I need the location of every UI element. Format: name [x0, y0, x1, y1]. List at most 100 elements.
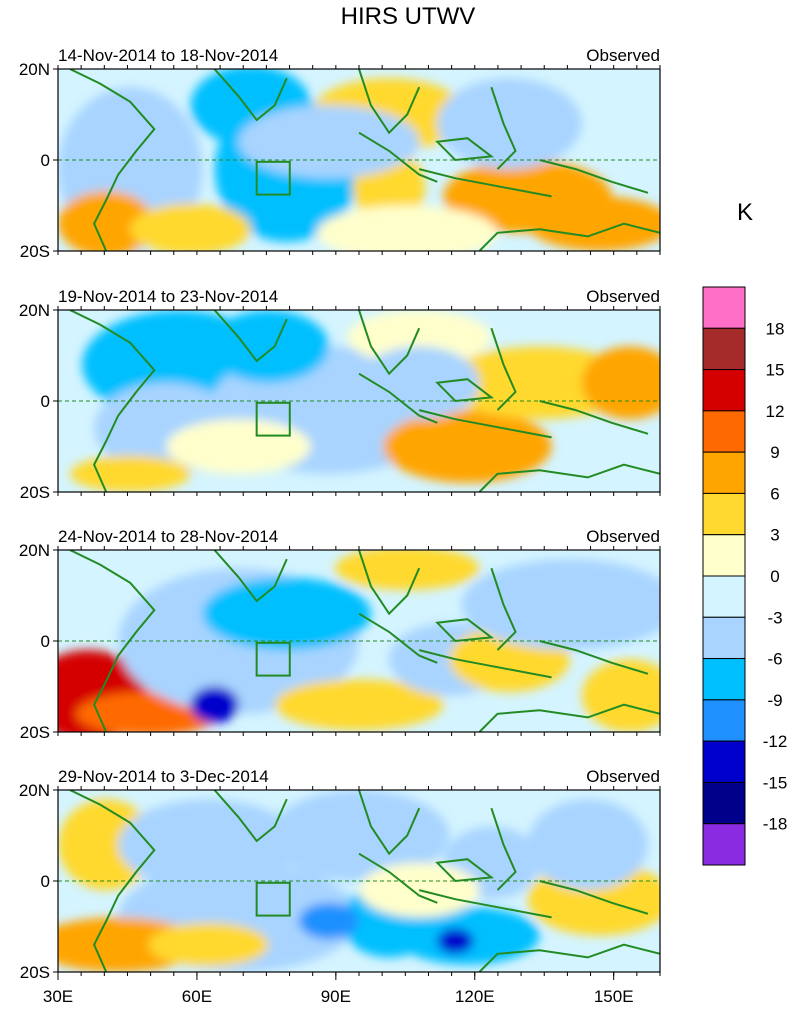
coastline — [69, 790, 156, 972]
colorbar-swatch — [702, 534, 746, 577]
anomaly-contour — [527, 799, 648, 891]
lat-tick-label: 20N — [19, 781, 50, 800]
anomaly-contour — [443, 346, 636, 420]
coastline — [478, 463, 660, 492]
coastline — [418, 168, 552, 198]
lat-tick-label: 20N — [19, 60, 50, 79]
anomaly-contour — [383, 410, 552, 483]
colorbar-swatch — [702, 492, 746, 536]
colorbar-level-label: -15 — [763, 773, 788, 792]
lat-tick-label: 20S — [20, 242, 50, 261]
figure-title: HIRS UTWV — [341, 3, 476, 30]
lat-tick-label: 20S — [20, 483, 50, 502]
colorbar-level-label: 18 — [766, 319, 785, 338]
anomaly-field — [58, 310, 660, 492]
coastline — [358, 852, 438, 904]
anomaly-contour — [190, 686, 239, 723]
colorbar-swatch — [702, 781, 746, 825]
coastline — [358, 131, 438, 183]
colorbar-swatch — [702, 699, 746, 742]
anomaly-field — [58, 69, 660, 251]
lat-tick-label: 0 — [41, 632, 50, 651]
lat-tick-label: 20N — [19, 541, 50, 560]
colorbar: K 18 15 12 9 6 3 0 -3 -6 -9 -12 -15 -18 — [702, 199, 788, 866]
coastline — [418, 649, 552, 679]
anomaly-contour — [527, 196, 660, 251]
colorbar-level-label: -3 — [767, 608, 782, 627]
anomaly-contour — [208, 310, 329, 383]
anomaly-contour — [148, 922, 269, 967]
colorbar-unit: K — [737, 199, 753, 226]
anomaly-contour — [298, 902, 359, 940]
coastline — [478, 703, 660, 732]
panel-date-range: 19-Nov-2014 to 23-Nov-2014 — [58, 287, 278, 306]
coastline — [213, 790, 288, 843]
colorbar-swatch — [702, 327, 746, 371]
colorbar-swatch — [702, 616, 746, 660]
anomaly-contour — [238, 105, 420, 179]
coastline — [435, 618, 495, 643]
lon-tick-label: 60E — [182, 987, 212, 1006]
panel-tag: Observed — [586, 46, 660, 65]
anomaly-contour — [130, 203, 251, 251]
region-box — [255, 160, 291, 196]
anomaly-contour — [274, 679, 444, 731]
lat-tick-label: 20S — [20, 723, 50, 742]
anomaly-contour — [346, 310, 492, 365]
coastline — [69, 310, 156, 492]
map-panels: 14-Nov-2014 to 18-Nov-2014 Observed 20N 0 20… — [19, 46, 661, 982]
colorbar-swatch — [702, 369, 746, 412]
anomaly-contour — [268, 790, 450, 881]
coastline — [539, 159, 649, 194]
coastline — [358, 612, 438, 664]
anomaly-contour — [461, 559, 660, 651]
coastline — [213, 69, 288, 122]
map-panel: 14-Nov-2014 to 18-Nov-2014 Observed 20N 0 20… — [19, 46, 661, 261]
panel-tag: Observed — [586, 767, 660, 786]
coastline — [213, 550, 288, 603]
coastline — [435, 378, 495, 403]
coastline — [418, 889, 552, 919]
colorbar-swatch — [702, 740, 746, 783]
colorbar-swatch — [702, 286, 746, 329]
colorbar-level-label: -9 — [767, 691, 782, 710]
anomaly-contour — [166, 419, 311, 474]
panel-date-range: 29-Nov-2014 to 3-Dec-2014 — [58, 767, 269, 786]
coastline — [69, 69, 156, 251]
coastline — [418, 409, 552, 439]
panel-tag: Observed — [586, 527, 660, 546]
colorbar-level-label: 12 — [766, 402, 785, 421]
coastline — [435, 858, 495, 883]
coastline — [358, 790, 421, 856]
panel-date-range: 24-Nov-2014 to 28-Nov-2014 — [58, 527, 278, 546]
lat-tick-label: 20N — [19, 301, 50, 320]
anomaly-field — [58, 790, 660, 972]
lat-tick-label: 0 — [41, 872, 50, 891]
anomaly-contour — [437, 928, 474, 954]
anomaly-field — [58, 550, 660, 732]
colorbar-level-label: -18 — [763, 815, 788, 834]
coastline — [358, 372, 438, 424]
colorbar-swatch — [702, 823, 746, 866]
coastline — [539, 400, 649, 435]
coastline — [435, 137, 495, 162]
lon-tick-label: 150E — [594, 987, 634, 1006]
anomaly-contour — [58, 190, 155, 251]
coastline — [69, 550, 156, 732]
lat-tick-label: 0 — [41, 392, 50, 411]
colorbar-level-label: 15 — [766, 361, 785, 380]
coastline — [539, 640, 649, 675]
map-panel: 29-Nov-2014 to 3-Dec-2014 Observed 20N 0 20S — [19, 767, 661, 982]
colorbar-level-label: 3 — [770, 526, 779, 545]
anomaly-contour — [202, 577, 372, 651]
region-box — [255, 881, 291, 917]
anomaly-contour — [437, 78, 582, 170]
lat-tick-label: 0 — [41, 151, 50, 170]
colorbar-level-label: -6 — [767, 650, 782, 669]
colorbar-swatch — [702, 575, 746, 618]
anomaly-contour — [581, 659, 660, 732]
coastline — [213, 310, 288, 363]
lon-tick-label: 90E — [321, 987, 351, 1006]
colorbar-level-label: 9 — [770, 443, 779, 462]
